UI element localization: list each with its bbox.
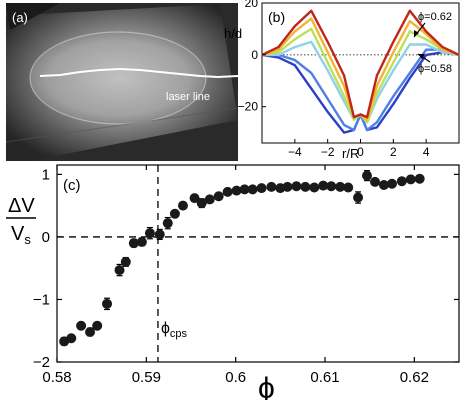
scatter-x-tick-label: 0.61 xyxy=(310,369,339,386)
profile-x-tick-label: 0 xyxy=(357,145,364,159)
data-point xyxy=(222,186,233,197)
data-point xyxy=(154,229,165,240)
data-point xyxy=(256,183,267,194)
scatter-x-tick-label: 0.6 xyxy=(225,369,246,386)
phi-cps-label: ϕcps xyxy=(161,320,188,340)
scatter-x-axis-label: ϕ xyxy=(258,372,275,400)
data-point xyxy=(405,174,416,185)
data-point xyxy=(92,320,103,331)
scatter-x-tick-label: 0.59 xyxy=(132,369,161,386)
data-point xyxy=(353,192,364,203)
data-point xyxy=(361,170,372,181)
data-point xyxy=(396,176,407,187)
laser-line xyxy=(39,67,239,79)
data-point xyxy=(169,208,180,219)
laser-line-annotation: laser line xyxy=(166,91,210,103)
data-point xyxy=(300,181,311,192)
data-point xyxy=(318,180,329,191)
data-point xyxy=(102,298,113,309)
data-point xyxy=(213,191,224,202)
data-point xyxy=(128,238,139,249)
profile-y-tick-label: 20 xyxy=(245,0,259,10)
data-point xyxy=(291,181,302,192)
scatter-y-tick-label: 0 xyxy=(42,229,50,246)
phi-high-arrowhead xyxy=(414,30,419,37)
data-point xyxy=(136,236,147,247)
phi-low-arrowhead xyxy=(418,54,425,59)
data-point xyxy=(231,185,242,196)
data-point xyxy=(196,198,207,209)
data-point xyxy=(120,256,131,267)
panel-b-label: (b) xyxy=(268,9,285,25)
data-point xyxy=(76,320,87,331)
profile-x-tick-label: 4 xyxy=(423,145,430,159)
profile-x-tick-label: 2 xyxy=(390,145,397,159)
data-point xyxy=(266,181,277,192)
data-point xyxy=(309,182,320,193)
data-point xyxy=(144,228,155,239)
panel-a-label: (a) xyxy=(12,10,28,25)
data-point xyxy=(114,265,125,276)
data-point xyxy=(162,218,173,229)
data-point xyxy=(177,200,188,211)
data-point xyxy=(414,173,425,184)
photo-panel: (a) laser line xyxy=(5,3,239,161)
profile-series-line xyxy=(261,9,460,119)
y-label-denominator: Vs xyxy=(11,223,31,247)
y-label-denominator-main: V xyxy=(11,223,25,245)
scatter-plot-frame xyxy=(56,164,460,363)
phi-low-annotation: ϕ=0.58 xyxy=(418,63,452,75)
data-point xyxy=(204,194,215,205)
data-point xyxy=(189,193,200,204)
scatter-y-tick-label: −2 xyxy=(33,354,50,371)
phi-cps-label-sub: cps xyxy=(170,328,188,340)
data-point xyxy=(326,181,337,192)
y-label-denominator-sub: s xyxy=(24,232,31,247)
scatter-y-tick-label: −1 xyxy=(33,291,50,308)
profile-y-tick-label: −20 xyxy=(238,100,259,114)
data-point xyxy=(66,333,77,344)
data-point xyxy=(85,326,96,337)
profile-y-tick-label: 0 xyxy=(251,48,258,62)
profile-x-axis-label: r/R xyxy=(342,146,359,161)
profile-x-tick-label: −2 xyxy=(321,145,335,159)
phi-high-annotation: ϕ=0.62 xyxy=(418,11,452,23)
y-label-numerator: ΔV xyxy=(8,195,35,217)
profile-x-tick-label: −4 xyxy=(288,145,302,159)
data-point xyxy=(343,182,354,193)
data-point xyxy=(378,180,389,191)
panel-c-label: (c) xyxy=(63,177,81,194)
scatter-x-tick-label: 0.62 xyxy=(400,369,429,386)
scatter-y-tick-label: 1 xyxy=(42,166,50,183)
data-point xyxy=(239,184,250,195)
data-point xyxy=(335,181,346,192)
profile-y-axis-label: h/d xyxy=(224,26,242,41)
phi-cps-label-main: ϕ xyxy=(161,320,170,337)
scatter-y-axis-label: ΔV Vs xyxy=(6,195,36,247)
data-point xyxy=(387,178,397,189)
data-point xyxy=(247,184,258,195)
scatter-x-tick-label: 0.58 xyxy=(42,369,71,386)
data-point xyxy=(282,181,293,192)
data-point xyxy=(370,176,381,187)
